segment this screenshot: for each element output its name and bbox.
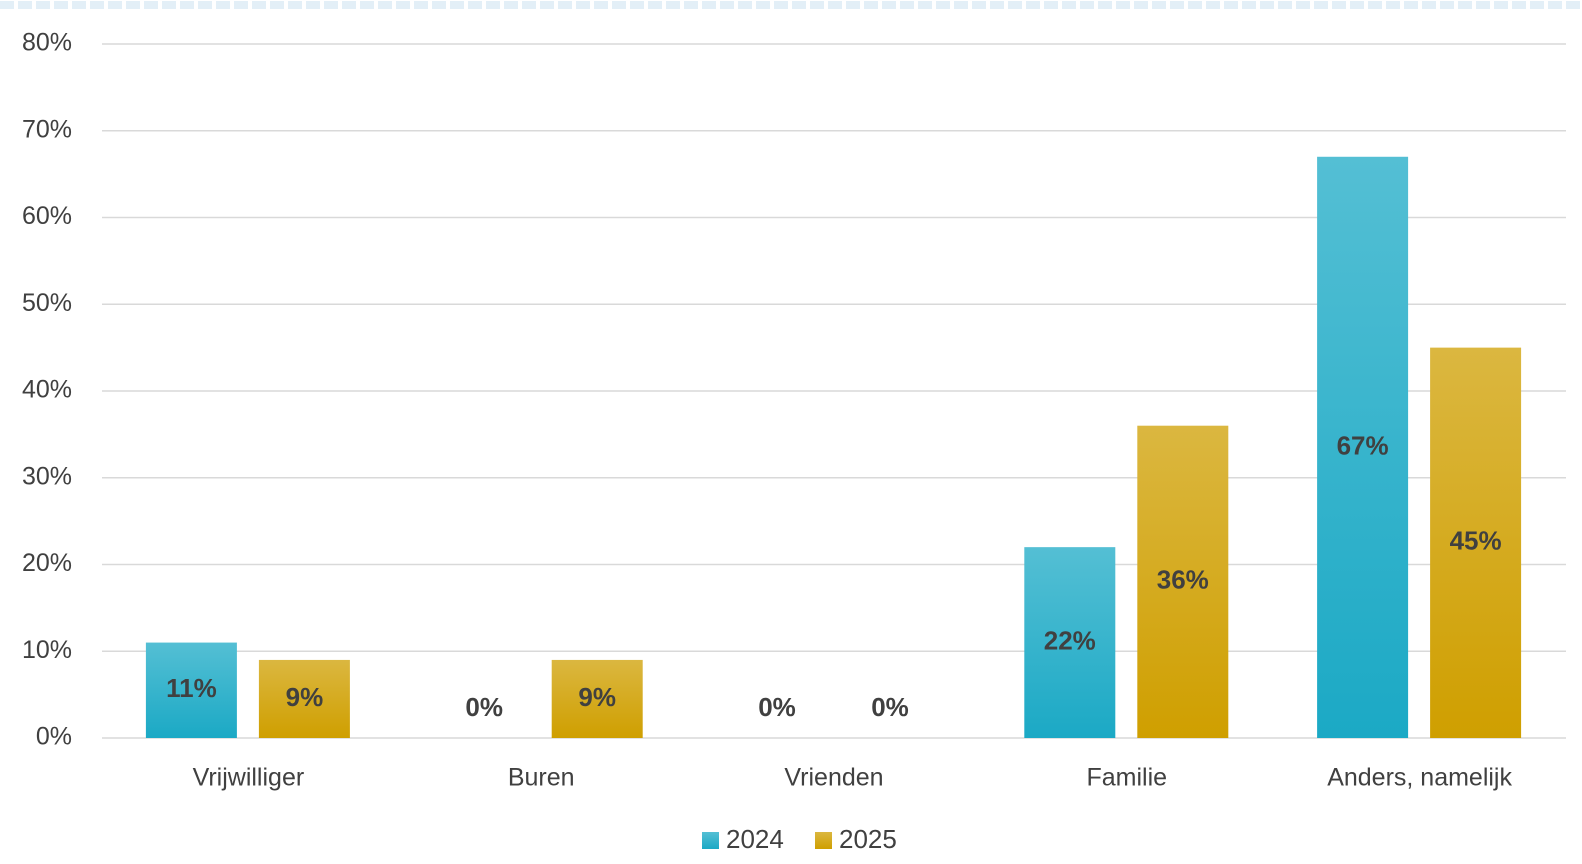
bar — [1430, 347, 1522, 738]
value-label: 36% — [1157, 565, 1209, 595]
legend-swatch — [702, 832, 719, 849]
legend-swatch — [815, 832, 832, 849]
x-tick-label: Vrijwilliger — [193, 764, 305, 792]
value-label: 0% — [758, 692, 796, 722]
value-label: 22% — [1044, 625, 1096, 655]
y-tick-label: 0% — [36, 723, 72, 751]
value-label: 45% — [1450, 526, 1502, 556]
y-tick-label: 10% — [22, 636, 72, 664]
y-tick-label: 70% — [22, 115, 72, 143]
bar — [1024, 547, 1116, 738]
x-tick-label: Buren — [508, 764, 575, 792]
value-label: 0% — [871, 692, 909, 722]
bar — [551, 659, 643, 738]
x-tick-label: Anders, namelijk — [1327, 764, 1512, 792]
value-label: 9% — [578, 682, 616, 712]
legend-label: 2025 — [839, 824, 897, 854]
bar — [145, 642, 237, 738]
value-label: 0% — [465, 692, 503, 722]
bar — [258, 659, 350, 738]
x-tick-label: Vrienden — [784, 764, 883, 792]
y-tick-label: 50% — [22, 289, 72, 317]
y-tick-label: 30% — [22, 462, 72, 490]
y-tick-label: 20% — [22, 549, 72, 577]
y-tick-label: 60% — [22, 202, 72, 230]
y-tick-label: 80% — [22, 29, 72, 57]
x-tick-label: Familie — [1087, 764, 1168, 792]
legend-label: 2024 — [726, 824, 784, 854]
bar — [1137, 425, 1229, 738]
value-label: 9% — [286, 682, 324, 712]
value-label: 11% — [166, 673, 217, 703]
y-tick-label: 40% — [22, 376, 72, 404]
bar — [1317, 156, 1409, 738]
value-label: 67% — [1337, 430, 1389, 460]
